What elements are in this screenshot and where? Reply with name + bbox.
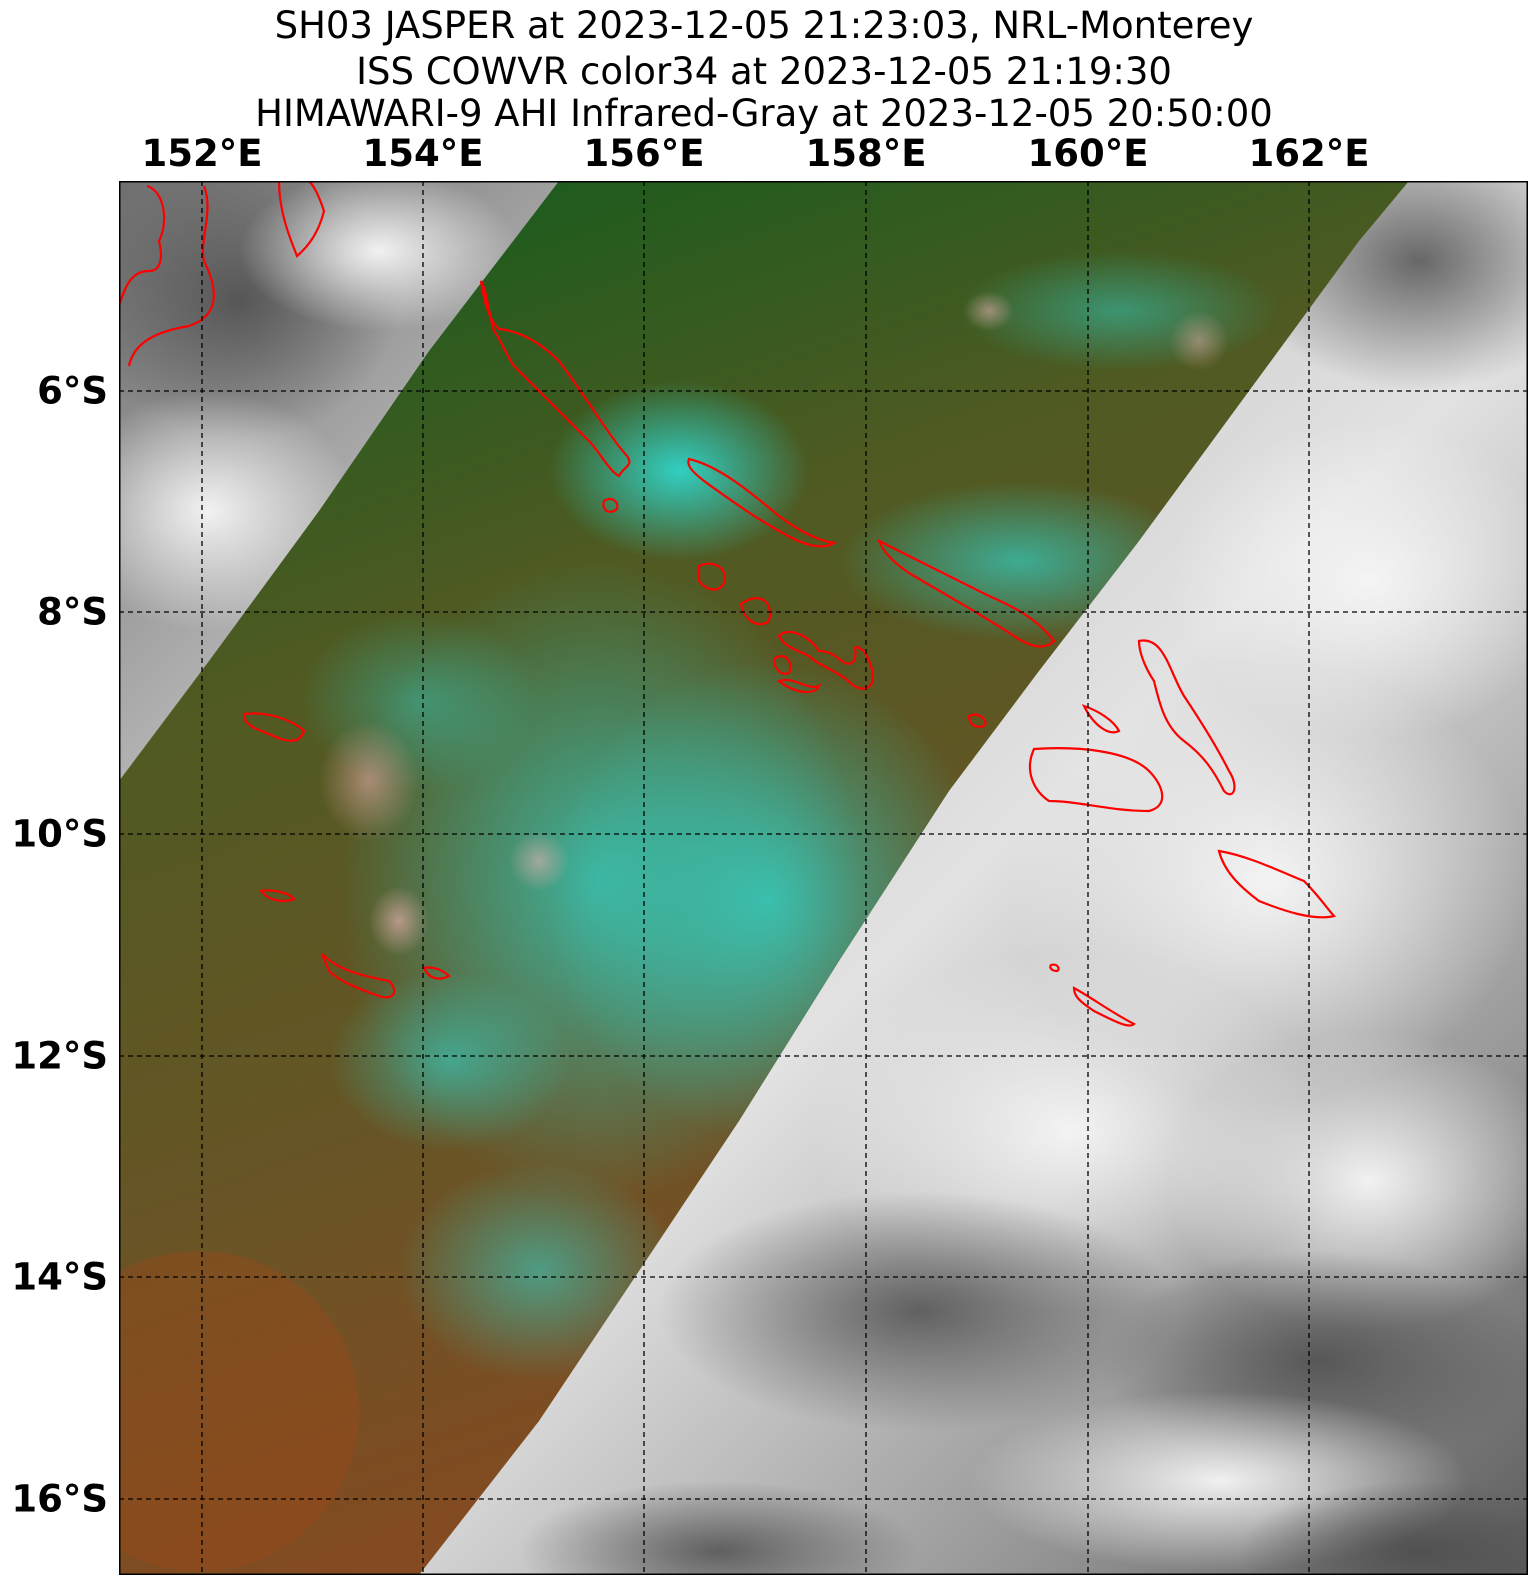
- coastline-san-cristobal: [1217, 849, 1337, 919]
- coastline-bougainville: [479, 280, 631, 478]
- coastline-rendova: [772, 655, 792, 675]
- coastline-sudest: [320, 953, 396, 999]
- lon-label-160: 160°E: [1027, 132, 1149, 175]
- gridlines: [119, 181, 1528, 1575]
- coastline-russell: [967, 713, 987, 728]
- lon-label-162: 162°E: [1248, 132, 1370, 175]
- lat-label-6s: 6°S: [37, 369, 108, 413]
- title-line-3: HIMAWARI-9 AHI Infrared-Gray at 2023-12-…: [255, 92, 1273, 135]
- lat-label-14s: 14°S: [11, 1255, 108, 1299]
- lat-label-16s: 16°S: [11, 1477, 108, 1521]
- coastline-buka: [277, 181, 326, 258]
- coastline-rennell: [1072, 986, 1136, 1027]
- coastline-tetepare: [776, 678, 822, 694]
- map-frame: [119, 181, 1528, 1575]
- satellite-map: [119, 181, 1528, 1575]
- lon-label-152: 152°E: [141, 132, 263, 175]
- coastline-misima: [258, 889, 296, 902]
- coastline-shortland: [602, 497, 619, 513]
- coastline-new-ireland: [119, 184, 166, 307]
- lon-label-158: 158°E: [805, 132, 927, 175]
- lat-label-12s: 12°S: [11, 1034, 108, 1078]
- coastline-guadalcanal: [1029, 747, 1164, 813]
- lat-label-10s: 10°S: [11, 812, 108, 856]
- coastline-new-ireland-south: [127, 185, 215, 367]
- coastline-malaita: [1137, 639, 1236, 796]
- coastline-new-georgia: [697, 562, 727, 591]
- title-line-1: SH03 JASPER at 2023-12-05 21:23:03, NRL-…: [274, 4, 1254, 47]
- coastline-woodlark: [242, 712, 306, 742]
- coastline-santa-isabel: [876, 538, 1056, 648]
- coastline-rossel: [422, 966, 451, 980]
- lon-label-156: 156°E: [583, 132, 705, 175]
- coastline-bellona: [1049, 963, 1060, 973]
- coastlines: [119, 181, 1337, 1027]
- coastline-choiseul: [687, 457, 838, 548]
- lat-label-8s: 8°S: [37, 590, 108, 634]
- coastline-florida: [1081, 704, 1121, 734]
- coastline-vella: [739, 597, 772, 626]
- lon-label-154: 154°E: [362, 132, 484, 175]
- coastline-kolombangara: [777, 630, 874, 690]
- title-line-2: ISS COWVR color34 at 2023-12-05 21:19:30: [356, 50, 1172, 93]
